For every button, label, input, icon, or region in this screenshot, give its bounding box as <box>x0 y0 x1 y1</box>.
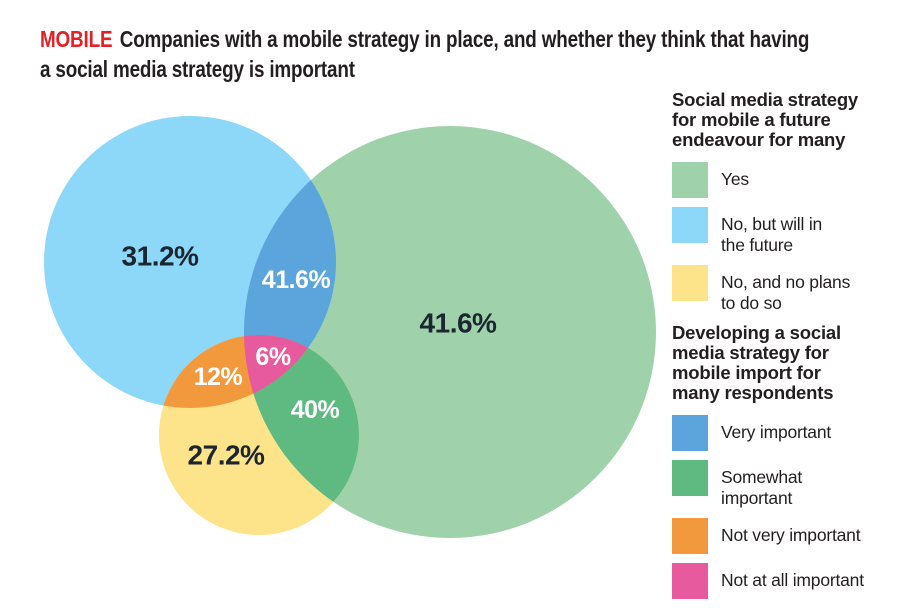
legend-item-label: No, but will in the future <box>721 214 823 255</box>
legend-swatch-no-but-will <box>672 207 708 243</box>
legend: Social media strategy for mobile a futur… <box>672 90 898 608</box>
legend-item-label: No, and no plans to do so <box>721 272 851 313</box>
label-very-important-pct: 41.6% <box>262 266 331 294</box>
legend-item-label: Not at all important <box>721 570 864 590</box>
legend-item-somewhat-important: Somewhat important <box>672 460 898 509</box>
legend-item-no-but-will: No, but will in the future <box>672 207 898 256</box>
venn-diagram: 31.2% 41.6% 41.6% 6% 12% 40% 27.2% <box>44 116 656 538</box>
label-not-at-all-pct: 6% <box>255 343 290 371</box>
legend-swatch-very-important <box>672 415 708 451</box>
legend-swatch-not-very-important <box>672 518 708 554</box>
legend-item-yes: Yes <box>672 162 898 198</box>
label-not-very-pct: 12% <box>194 363 243 391</box>
legend-item-label: Somewhat important <box>721 467 803 508</box>
title-line-1: MOBILE Companies with a mobile strategy i… <box>40 24 809 54</box>
title-kicker: MOBILE <box>40 26 113 52</box>
legend-item-label: Very important <box>721 422 832 442</box>
legend-item-no-plans: No, and no plans to do so <box>672 265 898 314</box>
legend-item-not-at-all-important: Not at all important <box>672 563 898 599</box>
legend-swatch-somewhat-important <box>672 460 708 496</box>
label-somewhat-pct: 40% <box>291 396 340 424</box>
legend-item-label: Not very important <box>721 525 861 545</box>
legend-item-not-very-important: Not very important <box>672 518 898 554</box>
legend-group-2-heading: Developing a social media strategy for m… <box>672 322 841 403</box>
chart-title: MOBILE Companies with a mobile strategy i… <box>40 24 809 84</box>
legend-swatch-no-plans <box>672 265 708 301</box>
legend-item-label: Yes <box>721 169 749 189</box>
legend-swatch-not-at-all-important <box>672 563 708 599</box>
legend-item-very-important: Very important <box>672 415 898 451</box>
title-text-line1: Companies with a mobile strategy in plac… <box>119 26 810 52</box>
label-yes-pct: 41.6% <box>420 308 497 339</box>
legend-swatch-yes <box>672 162 708 198</box>
label-no-but-will-pct: 31.2% <box>122 241 199 272</box>
label-no-plans-pct: 27.2% <box>188 440 265 471</box>
legend-group-1-heading: Social media strategy for mobile a futur… <box>672 89 859 150</box>
title-text-line2: a social media strategy is important <box>40 56 355 82</box>
